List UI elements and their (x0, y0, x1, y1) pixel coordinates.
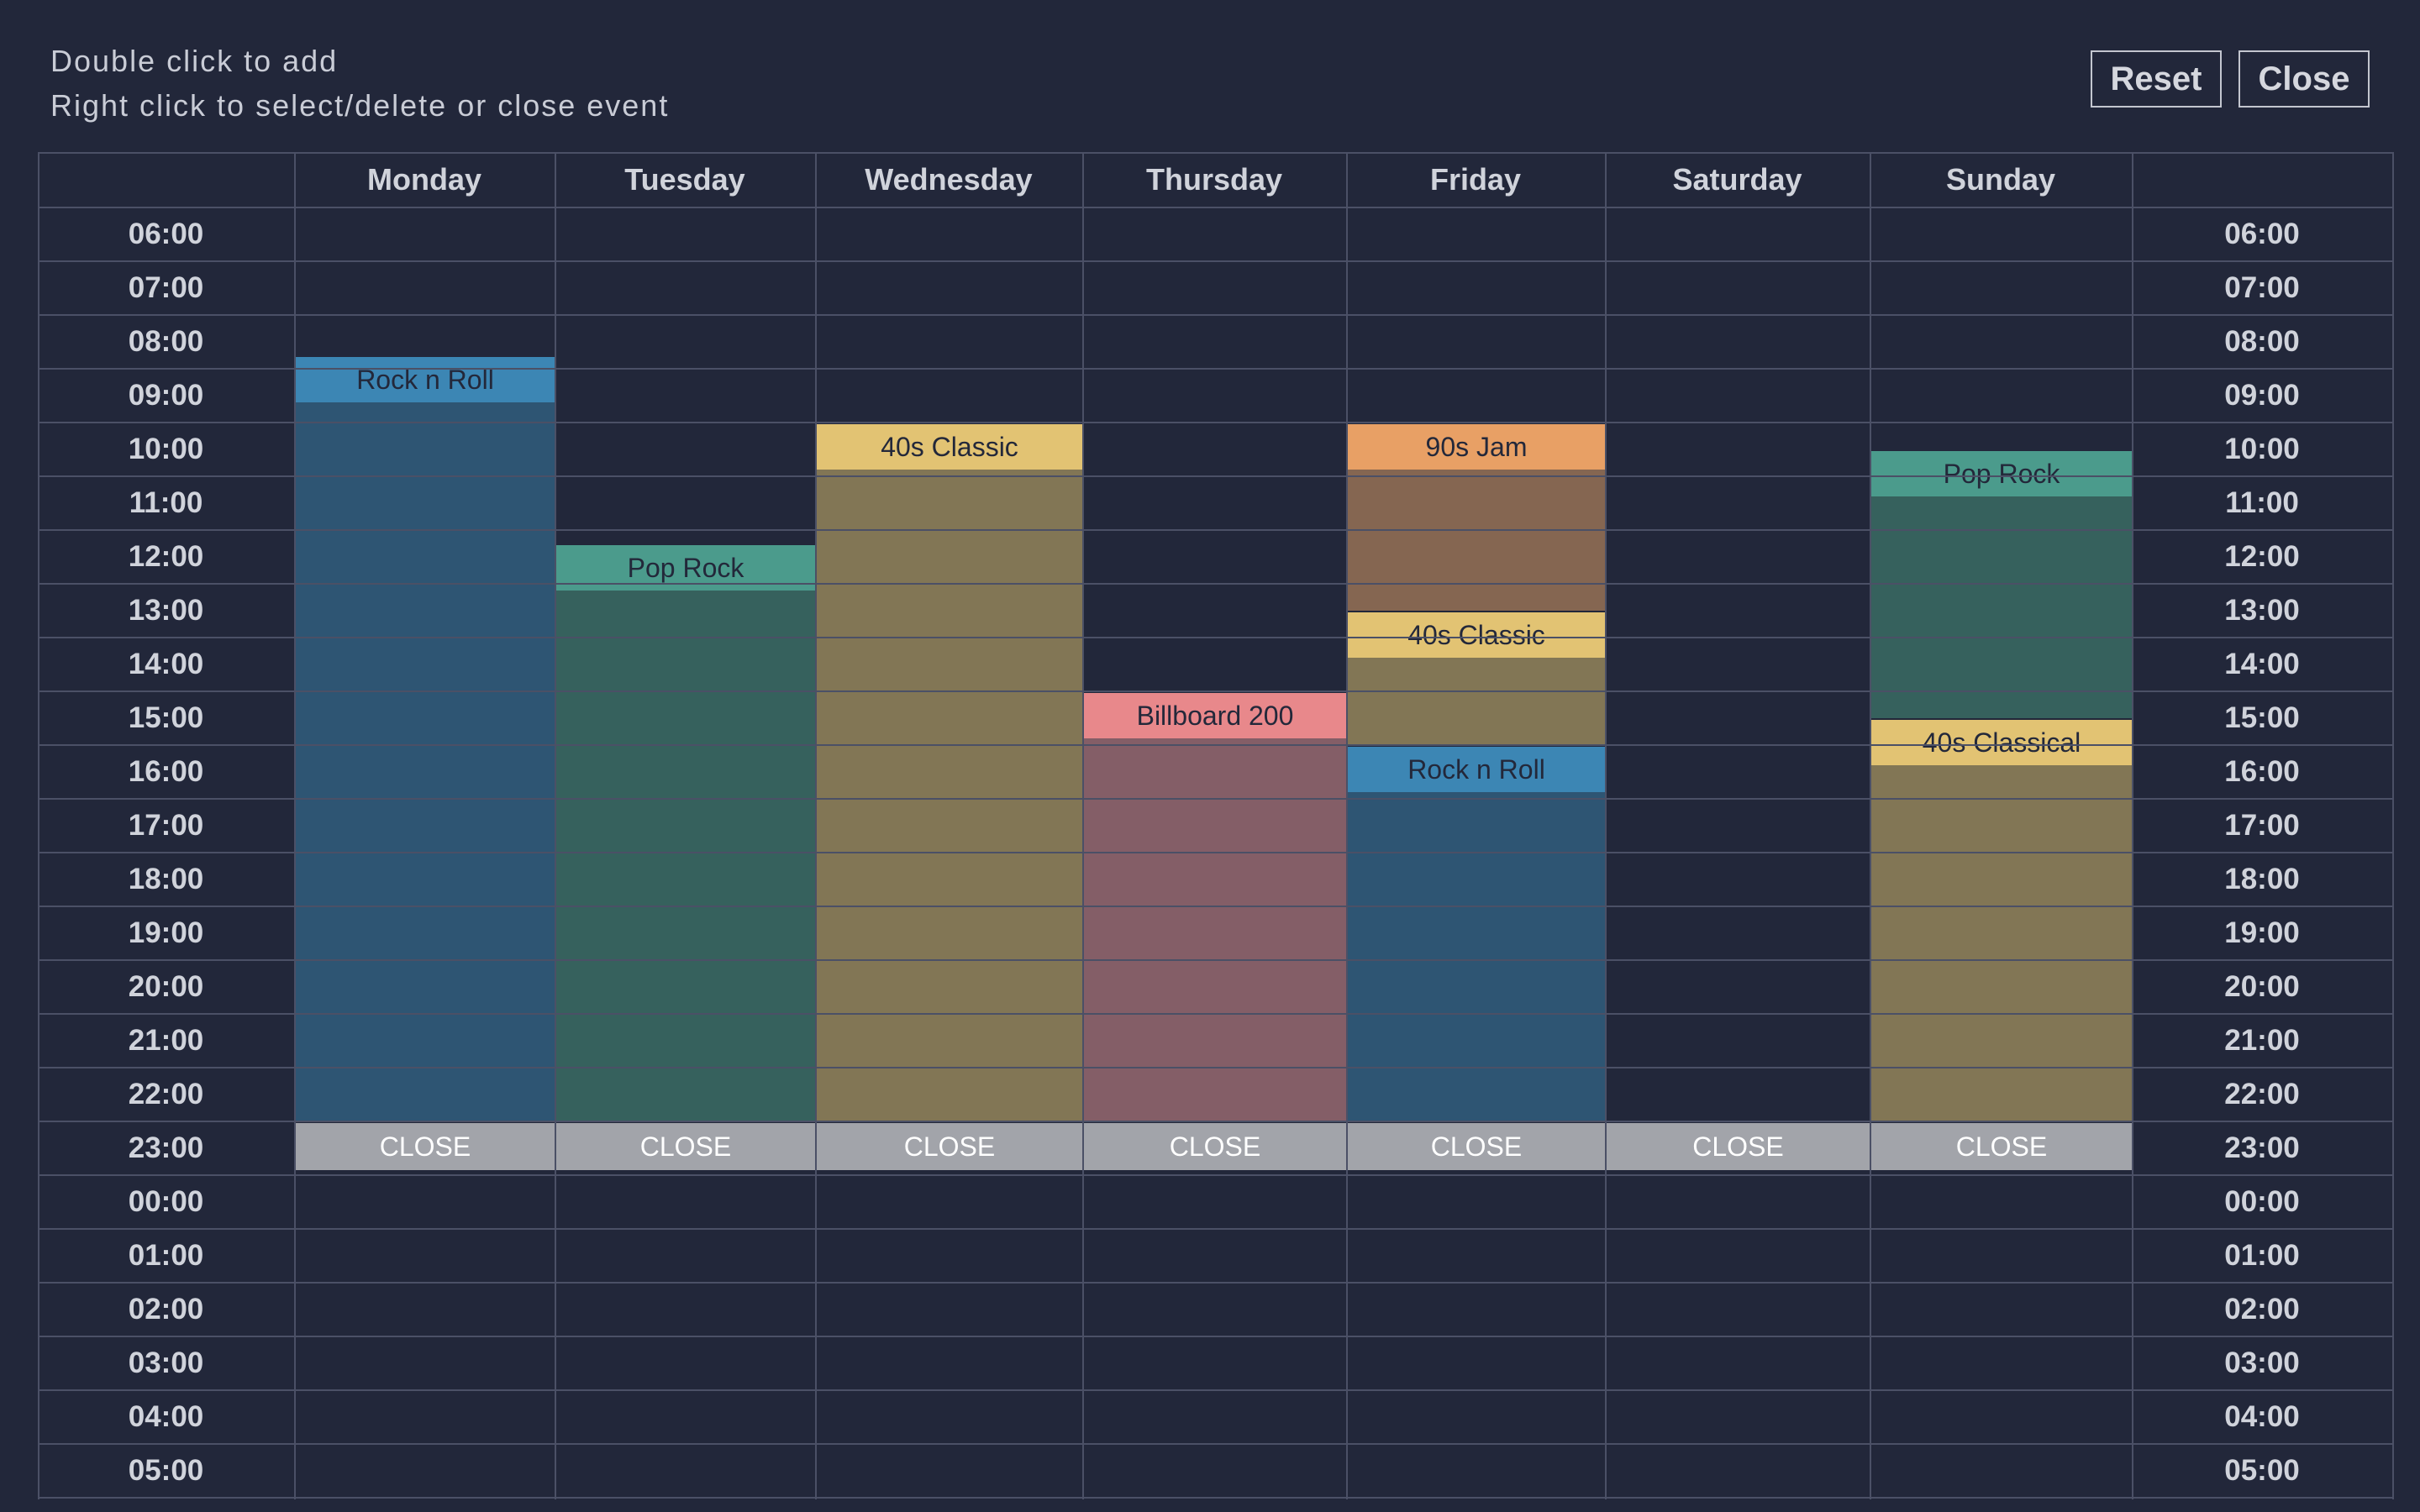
time-label-left: 03:00 (128, 1347, 204, 1379)
close-bar-sunday[interactable]: CLOSE (1871, 1123, 2132, 1170)
grid-horizontal-line (38, 1336, 2392, 1337)
time-label-right: 20:00 (2224, 970, 2300, 1003)
time-label-right: 10:00 (2224, 433, 2300, 465)
time-label-right: 17:00 (2224, 809, 2300, 842)
event-block[interactable] (1348, 747, 1605, 1121)
event-header[interactable]: 90s Jam (1348, 424, 1605, 470)
event-header[interactable]: Rock n Roll (1348, 747, 1605, 792)
time-label-left: 19:00 (128, 916, 204, 949)
time-label-right: 21:00 (2224, 1024, 2300, 1057)
time-label-right: 18:00 (2224, 863, 2300, 895)
close-bar-tuesday[interactable]: CLOSE (556, 1123, 815, 1170)
day-header-tuesday: Tuesday (624, 162, 745, 197)
time-label-right: 12:00 (2224, 540, 2300, 573)
grid-horizontal-line (38, 314, 2392, 316)
grid-horizontal-line (38, 1282, 2392, 1284)
grid-horizontal-line (38, 1174, 2392, 1176)
reset-button[interactable]: Reset (2091, 50, 2222, 108)
time-label-left: 00:00 (128, 1185, 204, 1218)
grid-horizontal-line (38, 1389, 2392, 1391)
time-label-right: 07:00 (2224, 271, 2300, 304)
close-bar-wednesday[interactable]: CLOSE (817, 1123, 1082, 1170)
event-header[interactable]: 40s Classical (1871, 720, 2132, 765)
event-block[interactable] (296, 357, 555, 1121)
event-header[interactable]: Billboard 200 (1084, 693, 1346, 738)
time-label-left: 23:00 (128, 1131, 204, 1164)
time-label-right: 11:00 (2225, 486, 2299, 519)
grid-horizontal-line (38, 152, 2392, 154)
hint-select-delete: Right click to select/delete or close ev… (50, 88, 670, 123)
time-label-right: 05:00 (2224, 1454, 2300, 1487)
time-label-right: 23:00 (2224, 1131, 2300, 1164)
time-label-right: 09:00 (2224, 379, 2300, 412)
time-label-left: 05:00 (128, 1454, 204, 1487)
day-header-wednesday: Wednesday (865, 162, 1033, 197)
event-block[interactable] (1871, 720, 2132, 1121)
day-header-thursday: Thursday (1145, 162, 1283, 197)
time-label-left: 10:00 (128, 433, 204, 465)
hint-add: Double click to add (50, 44, 339, 78)
time-label-left: 21:00 (128, 1024, 204, 1057)
time-label-left: 20:00 (128, 970, 204, 1003)
day-header-sunday: Sunday (1945, 162, 2056, 197)
event-header[interactable]: Rock n Roll (296, 357, 555, 402)
time-label-right: 22:00 (2224, 1078, 2300, 1110)
time-label-right: 03:00 (2224, 1347, 2300, 1379)
time-label-left: 02:00 (128, 1293, 204, 1326)
time-label-left: 16:00 (128, 755, 204, 788)
event-header[interactable]: Pop Rock (556, 545, 815, 591)
grid-vertical-line (1605, 152, 1607, 1499)
grid-horizontal-line (38, 1497, 2392, 1499)
time-label-right: 13:00 (2224, 594, 2300, 627)
time-label-left: 09:00 (128, 379, 204, 412)
time-label-right: 15:00 (2224, 701, 2300, 734)
time-label-left: 11:00 (129, 486, 203, 519)
close-bar-friday[interactable]: CLOSE (1348, 1123, 1605, 1170)
time-label-left: 08:00 (128, 325, 204, 358)
time-label-right: 02:00 (2224, 1293, 2300, 1326)
event-header[interactable]: Pop Rock (1871, 451, 2132, 496)
event-header[interactable]: 40s Classic (1348, 612, 1605, 658)
grid-horizontal-line (38, 1228, 2392, 1230)
time-label-right: 14:00 (2224, 648, 2300, 680)
time-label-left: 12:00 (128, 540, 204, 573)
close-button[interactable]: Close (2238, 50, 2370, 108)
time-label-left: 06:00 (128, 218, 204, 250)
close-bar-saturday[interactable]: CLOSE (1607, 1123, 1870, 1170)
time-label-left: 14:00 (128, 648, 204, 680)
time-label-right: 06:00 (2224, 218, 2300, 250)
day-header-saturday: Saturday (1672, 162, 1802, 197)
time-label-left: 13:00 (128, 594, 204, 627)
grid-horizontal-line (38, 260, 2392, 262)
day-header-friday: Friday (1429, 162, 1522, 197)
time-label-left: 07:00 (128, 271, 204, 304)
event-block[interactable] (1084, 693, 1346, 1121)
time-label-left: 18:00 (128, 863, 204, 895)
time-label-right: 16:00 (2224, 755, 2300, 788)
close-bar-monday[interactable]: CLOSE (296, 1123, 555, 1170)
grid-horizontal-line (38, 1443, 2392, 1445)
grid-horizontal-line (38, 207, 2392, 208)
time-label-right: 08:00 (2224, 325, 2300, 358)
time-label-left: 22:00 (128, 1078, 204, 1110)
event-block[interactable] (556, 545, 815, 1121)
time-label-right: 04:00 (2224, 1400, 2300, 1433)
time-label-right: 00:00 (2224, 1185, 2300, 1218)
grid-vertical-line (2392, 152, 2394, 1499)
day-header-monday: Monday (366, 162, 481, 197)
time-label-right: 19:00 (2224, 916, 2300, 949)
time-label-left: 01:00 (128, 1239, 204, 1272)
time-label-right: 01:00 (2224, 1239, 2300, 1272)
close-bar-thursday[interactable]: CLOSE (1084, 1123, 1346, 1170)
time-label-left: 04:00 (128, 1400, 204, 1433)
event-block[interactable] (817, 424, 1082, 1121)
event-header[interactable]: 40s Classic (817, 424, 1082, 470)
time-label-left: 17:00 (128, 809, 204, 842)
time-label-left: 15:00 (128, 701, 204, 734)
